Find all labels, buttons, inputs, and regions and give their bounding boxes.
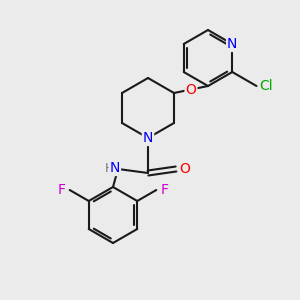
Text: O: O [180, 162, 190, 176]
Text: N: N [143, 131, 153, 145]
Text: H: H [105, 161, 114, 175]
Text: F: F [58, 183, 66, 197]
Text: F: F [160, 183, 168, 197]
Text: O: O [186, 82, 196, 97]
Text: N: N [110, 161, 120, 175]
Text: Cl: Cl [260, 79, 273, 93]
Text: N: N [227, 37, 237, 51]
